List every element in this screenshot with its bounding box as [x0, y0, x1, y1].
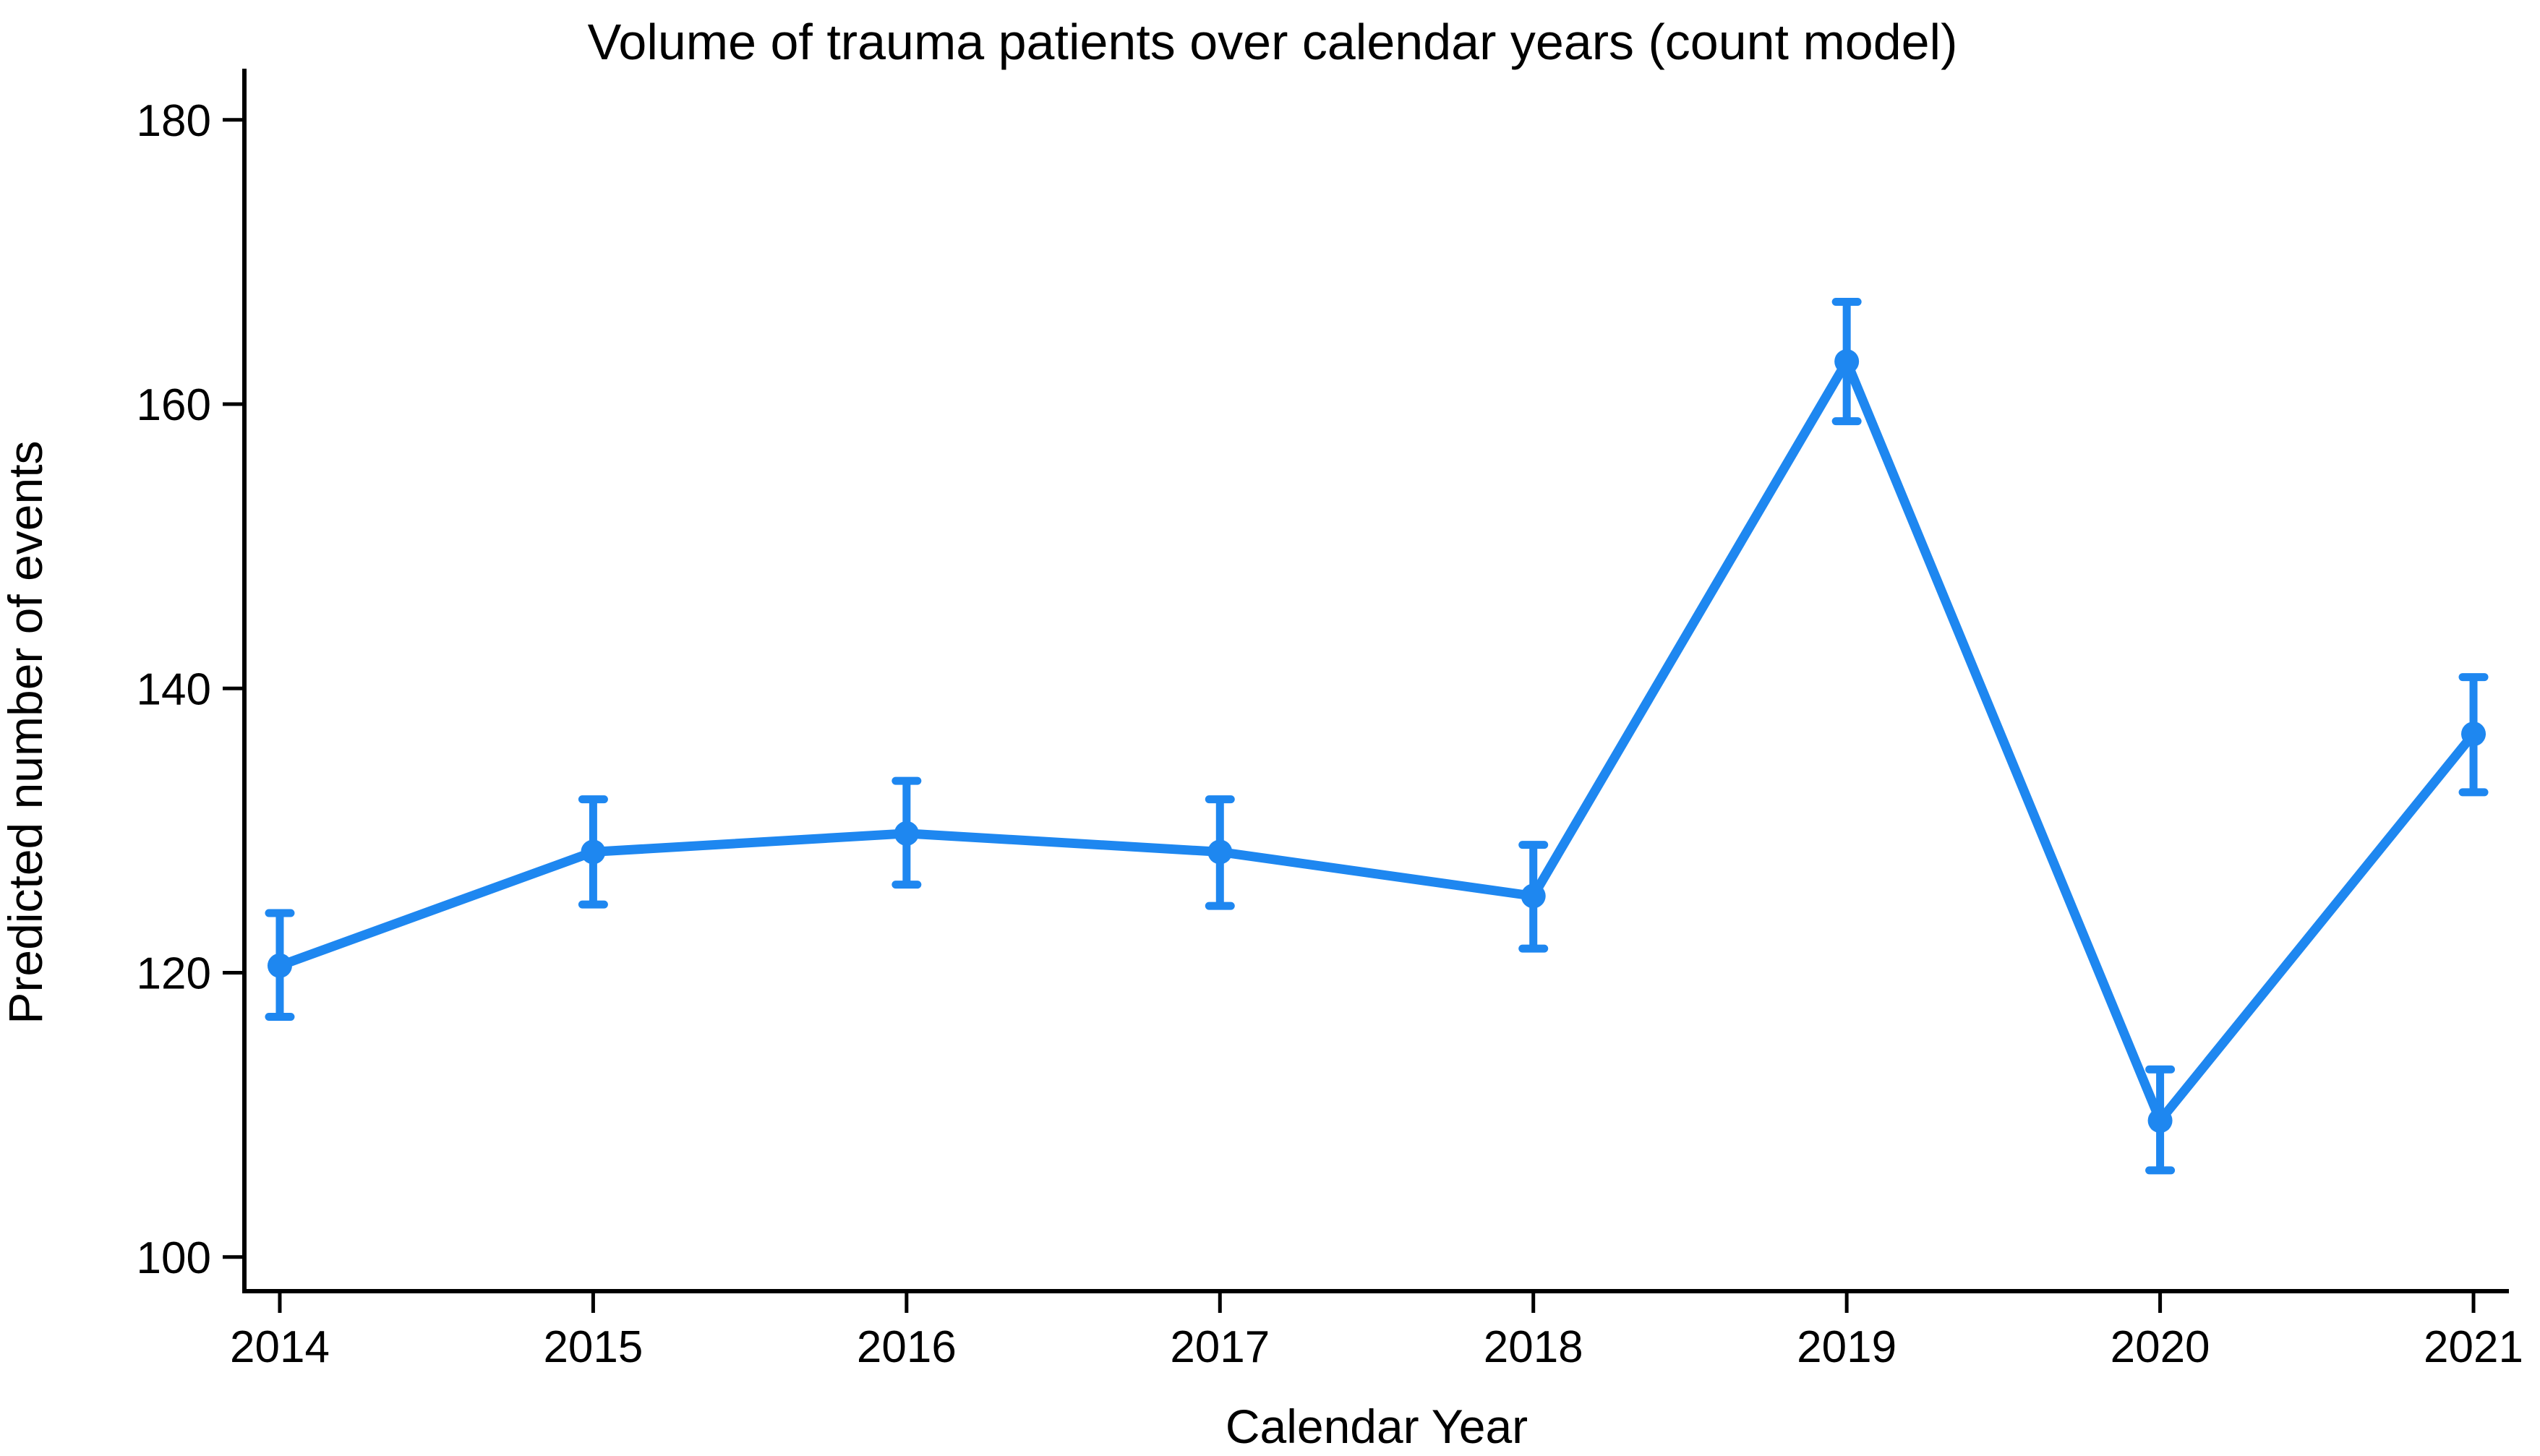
y-tick-label: 140 — [137, 664, 211, 714]
x-tick-label: 2017 — [1170, 1322, 1270, 1372]
x-tick-label: 2020 — [2111, 1322, 2210, 1372]
y-tick-label: 180 — [137, 96, 211, 146]
x-tick-label: 2016 — [857, 1322, 957, 1372]
y-tick-label: 100 — [137, 1233, 211, 1283]
y-axis-title: Predicted number of events — [0, 440, 52, 1024]
data-point-marker — [894, 821, 919, 846]
y-tick-label: 160 — [137, 380, 211, 430]
data-point-marker — [1521, 883, 1546, 909]
data-point-marker — [267, 953, 292, 978]
x-tick-label: 2019 — [1797, 1322, 1897, 1372]
plot-area: 100 120 140 160 180 2014 2015 2016 2017 2018 2019 2… — [137, 69, 2523, 1372]
x-tick-label: 2021 — [2424, 1322, 2523, 1372]
data-point-marker — [2147, 1108, 2173, 1134]
series-line — [275, 356, 2479, 1126]
chart-title: Volume of trauma patients over calendar … — [588, 14, 1958, 70]
x-tick-label: 2018 — [1484, 1322, 1583, 1372]
data-point-marker — [1207, 839, 1233, 865]
data-point-marker — [581, 839, 606, 865]
data-point-marker — [2461, 721, 2486, 747]
x-axis-title: Calendar Year — [1226, 1400, 1528, 1452]
y-tick-label: 120 — [137, 949, 211, 999]
x-tick-label: 2014 — [230, 1322, 330, 1372]
data-point-marker — [1834, 349, 1860, 374]
x-tick-label: 2015 — [543, 1322, 643, 1372]
